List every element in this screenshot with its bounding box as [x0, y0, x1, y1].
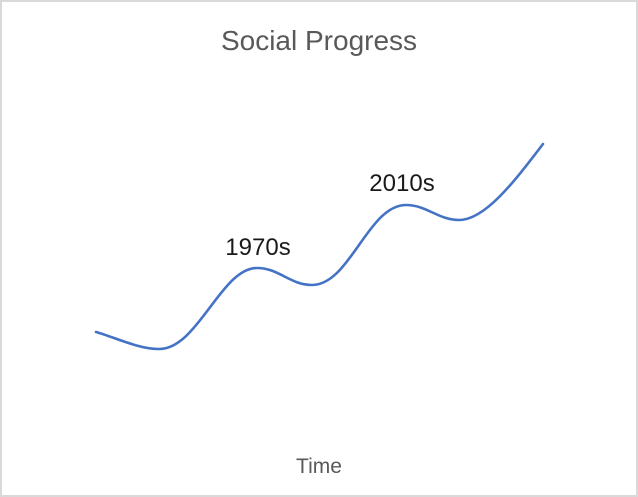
chart-title: Social Progress [220, 25, 418, 56]
series-line-social-progress [94, 142, 545, 351]
data-label-2010s: 2010s [369, 170, 435, 197]
data-label-1970s: 1970s [225, 234, 291, 261]
x-axis-title: Time [296, 455, 342, 478]
